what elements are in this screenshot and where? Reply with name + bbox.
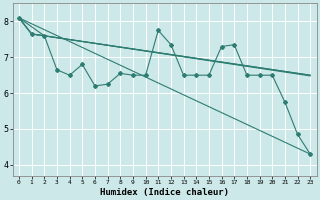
X-axis label: Humidex (Indice chaleur): Humidex (Indice chaleur) xyxy=(100,188,229,197)
